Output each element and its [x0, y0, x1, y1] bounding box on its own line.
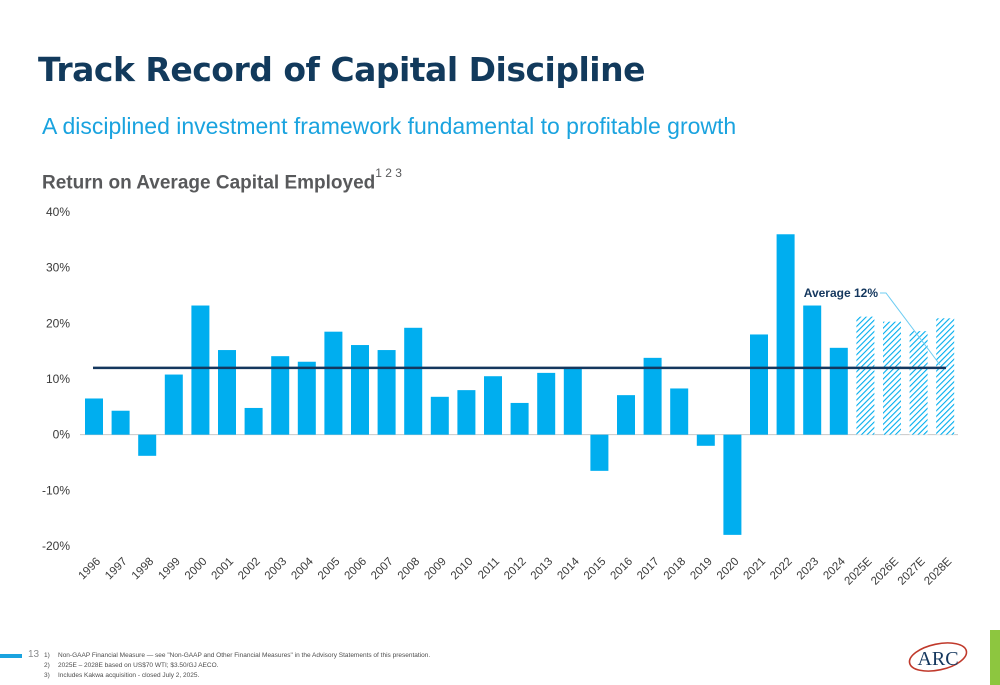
x-tick-label: 2022	[768, 556, 795, 583]
arc-logo: ARC	[908, 642, 968, 672]
x-tick-label: 2021	[742, 556, 769, 583]
footnotes: 1) Non-GAAP Financial Measure — see "Non-…	[44, 651, 430, 681]
x-tick-label: 1996	[77, 556, 104, 583]
bar-1998	[138, 434, 157, 456]
bar-2021	[750, 334, 768, 435]
footer-accent-bar	[0, 654, 22, 658]
x-tick-label: 2015	[582, 556, 609, 583]
x-tick-label: 2002	[236, 556, 263, 583]
x-tick-label: 2006	[343, 556, 370, 583]
x-tick-label: 2008	[396, 556, 423, 583]
bar-1996	[85, 398, 103, 435]
bar-2004	[297, 361, 316, 435]
bar-2002	[244, 407, 263, 435]
bar-2024	[829, 347, 848, 435]
bar-2018	[670, 388, 689, 435]
x-tick-label: 2007	[369, 556, 396, 583]
footnote-1: 1) Non-GAAP Financial Measure — see "Non-…	[44, 652, 431, 659]
average-callout-leader	[880, 292, 941, 366]
bar-2006	[351, 345, 369, 435]
bar-2008	[404, 327, 423, 435]
y-tick-label: 10%	[46, 372, 70, 386]
bar-2027E	[909, 331, 928, 435]
x-tick-label: 2005	[316, 556, 343, 583]
x-tick-label: 2003	[263, 556, 290, 583]
logo-text: ARC	[917, 648, 958, 670]
bar-2025E	[856, 316, 875, 435]
x-tick-label: 2027E	[896, 555, 928, 587]
bars	[85, 234, 955, 535]
bar-2019	[696, 434, 715, 446]
y-tick-label: -20%	[42, 539, 70, 553]
x-tick-label: 2019	[688, 556, 715, 583]
x-tick-label: 2018	[662, 556, 689, 583]
bar-2007	[377, 350, 396, 435]
bar-2001	[218, 350, 236, 435]
y-axis: 40% 30% 20% 10% 0% -10% -20%	[42, 205, 70, 553]
y-tick-label: 20%	[46, 316, 70, 330]
x-tick-label: 2010	[449, 556, 476, 583]
bar-2009	[430, 396, 449, 435]
page-number: 13	[28, 649, 40, 660]
x-tick-label: 2009	[422, 556, 449, 583]
bar-2017	[643, 357, 662, 435]
chart-title: Return on Average Capital Employed1 2 3	[42, 166, 402, 194]
y-tick-label: -10%	[42, 483, 70, 497]
x-tick-label: 2020	[715, 556, 742, 583]
bar-2023	[803, 305, 822, 435]
bar-2003	[271, 356, 290, 435]
accent-green-bar	[990, 630, 1000, 685]
y-tick-label: 40%	[46, 205, 70, 219]
bar-2022	[776, 234, 795, 435]
bar-2011	[484, 376, 502, 435]
chart-title-text: Return on Average Capital Employed	[42, 172, 376, 194]
bar-2005	[324, 331, 343, 435]
x-tick-label: 2001	[210, 556, 237, 583]
average-line-group: Average 12%	[93, 286, 946, 370]
x-tick-label: 2011	[476, 556, 502, 582]
bar-2010	[457, 390, 476, 435]
bar-1997	[111, 410, 130, 435]
page-subtitle: A disciplined investment framework funda…	[42, 113, 737, 139]
x-tick-label: 1998	[130, 556, 157, 583]
footnote-3: 3) Includes Kakwa acquisition - closed Ju…	[44, 672, 200, 679]
roace-bar-chart: 40%30%20%10%0%-10%-20% Average 12% 1996 1…	[42, 205, 958, 588]
bar-2013	[537, 372, 556, 435]
x-tick-label: 2004	[289, 555, 316, 582]
x-tick-label: 2017	[635, 556, 662, 583]
bar-2012	[510, 402, 529, 435]
average-label: Average 12%	[804, 286, 879, 300]
x-tick-label: 2016	[609, 556, 636, 583]
x-tick-label: 2023	[795, 556, 822, 583]
x-tick-label: 2014	[555, 555, 582, 582]
y-tick-label: 30%	[46, 261, 70, 275]
x-axis: 1996 1997 1998 1999 2000 2001 2002 2003 2004 2005…	[77, 555, 955, 587]
x-tick-label: 2026E	[869, 555, 901, 587]
bar-2028E	[936, 318, 955, 435]
x-tick-label: 2012	[502, 556, 529, 583]
x-tick-label: 2025E	[843, 555, 875, 587]
x-tick-label: 1999	[156, 556, 183, 583]
page-title: Track Record of Capital Discipline	[38, 50, 645, 89]
bar-1999	[164, 374, 183, 435]
footnote-2: 2) 2025E – 2028E based on US$70 WTI; $3.5…	[44, 662, 219, 669]
chart-title-footnote-refs: 1 2 3	[375, 166, 402, 180]
bar-2015	[590, 434, 609, 471]
x-tick-label: 2000	[183, 556, 210, 583]
bar-2026E	[883, 321, 901, 435]
x-tick-label: 2013	[529, 556, 556, 583]
bar-2000	[191, 305, 210, 435]
x-tick-label: 2028E	[922, 555, 954, 587]
x-tick-label: 1997	[103, 556, 130, 583]
bar-2020	[723, 434, 742, 535]
bar-2014	[563, 367, 582, 435]
bar-2016	[617, 395, 635, 435]
y-tick-label: 0%	[53, 428, 71, 442]
